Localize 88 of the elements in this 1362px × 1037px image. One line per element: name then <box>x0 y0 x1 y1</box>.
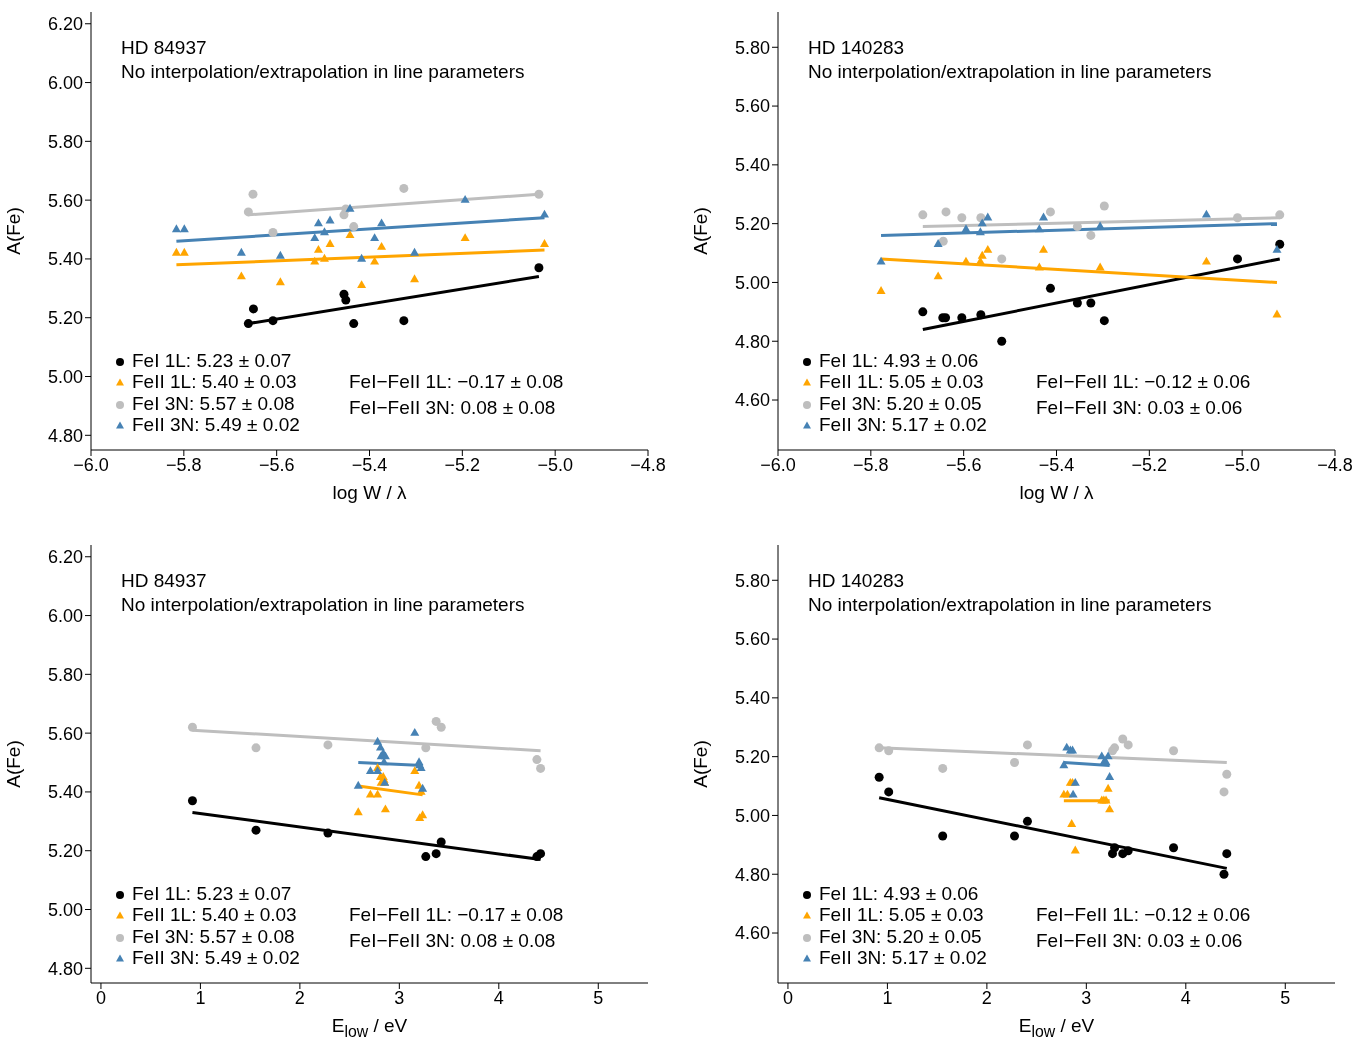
x-tick-label: 0 <box>95 987 106 1008</box>
legend-label: FeI 1L: 4.93 ± 0.06 <box>819 348 979 373</box>
y-tick-label: 6.00 <box>47 72 83 93</box>
y-tick-label: 5.20 <box>734 747 770 768</box>
y-tick-label: 5.20 <box>47 841 83 862</box>
x-axis-title: log W / λ <box>1018 481 1095 505</box>
annotation: FeI−FeII 3N: 0.03 ± 0.06 <box>1036 929 1243 953</box>
y-tick-label: 4.60 <box>734 923 770 944</box>
annotation: FeI−FeII 1L: −0.17 ± 0.08 <box>349 903 564 927</box>
y-tick-label: 5.00 <box>734 272 770 293</box>
x-axis-title: E$_{low}$ / eV <box>1017 1014 1096 1037</box>
annotation: FeI−FeII 3N: 0.08 ± 0.08 <box>349 396 556 420</box>
y-tick-label: 5.60 <box>47 723 83 744</box>
y-tick-label: 5.00 <box>734 805 770 826</box>
y-tick-label: 5.60 <box>734 629 770 650</box>
text: HD 140283 <box>808 36 905 60</box>
y-tick-label: 5.20 <box>734 214 770 235</box>
x-tick-label: 3 <box>394 987 405 1008</box>
y-tick-label: 4.60 <box>734 390 770 411</box>
x-tick-label: 5 <box>593 987 604 1008</box>
text: HD 84937 <box>121 569 207 593</box>
y-tick-label: 5.40 <box>734 155 770 176</box>
x-axis-title: E$_{low}$ / eV <box>330 1014 409 1037</box>
y-tick-label: 4.80 <box>47 425 83 446</box>
x-tick-label: −5.8 <box>166 454 202 475</box>
x-tick-label: −6.0 <box>73 454 109 475</box>
y-tick-label: 5.60 <box>47 190 83 211</box>
x-tick-label: −5.6 <box>258 454 295 475</box>
y-tick-label: 4.80 <box>734 331 770 352</box>
text: HD 140283 <box>808 569 905 593</box>
legend-label: FeI 1L: 4.93 ± 0.06 <box>819 881 979 906</box>
text: No interpolation/extrapolation in line parameters <box>808 593 1212 617</box>
annotation: FeI−FeII 1L: −0.12 ± 0.06 <box>1036 370 1251 394</box>
x-tick-label: 5 <box>1280 987 1291 1008</box>
y-tick-label: 5.80 <box>47 664 83 685</box>
y-axis-title: A(Fe) <box>689 206 712 257</box>
x-tick-label: 3 <box>1081 987 1092 1008</box>
x-tick-label: −5.0 <box>1224 454 1260 475</box>
y-axis-title: A(Fe) <box>689 739 712 790</box>
y-tick-label: 5.40 <box>47 249 83 270</box>
x-tick-label: 0 <box>782 987 793 1008</box>
text: No interpolation/extrapolation in line parameters <box>121 60 525 84</box>
y-tick-label: 6.20 <box>47 14 83 35</box>
y-tick-label: 5.80 <box>734 570 770 591</box>
legend-label: FeII 3N: 5.49 ± 0.02 <box>132 946 300 971</box>
legend-label: FeII 3N: 5.17 ± 0.02 <box>819 413 987 438</box>
y-tick-label: 5.60 <box>734 96 770 117</box>
annotation: FeI−FeII 3N: 0.03 ± 0.06 <box>1036 396 1243 420</box>
x-tick-label: 4 <box>493 987 504 1008</box>
y-axis-title: A(Fe) <box>2 739 25 790</box>
y-tick-label: 6.00 <box>47 605 83 626</box>
x-tick-label: −5.2 <box>444 454 481 475</box>
y-tick-label: 5.40 <box>47 782 83 803</box>
legend-label: FeI 1L: 5.23 ± 0.07 <box>132 348 292 373</box>
x-tick-label: 1 <box>882 987 893 1008</box>
y-tick-label: 5.00 <box>47 899 83 920</box>
x-tick-label: −5.2 <box>1131 454 1168 475</box>
x-tick-label: −5.0 <box>537 454 573 475</box>
x-tick-label: 2 <box>294 987 305 1008</box>
annotation: FeI−FeII 1L: −0.17 ± 0.08 <box>349 370 564 394</box>
x-tick-label: 4 <box>1180 987 1191 1008</box>
text: No interpolation/extrapolation in line parameters <box>121 593 525 617</box>
y-tick-label: 5.80 <box>47 131 83 152</box>
y-tick-label: 5.00 <box>47 366 83 387</box>
x-tick-label: −4.8 <box>630 454 666 475</box>
legend-label: FeII 3N: 5.49 ± 0.02 <box>132 413 300 438</box>
text: No interpolation/extrapolation in line parameters <box>808 60 1212 84</box>
y-tick-label: 4.80 <box>47 958 83 979</box>
x-tick-label: 1 <box>195 987 206 1008</box>
legend-label: FeII 3N: 5.17 ± 0.02 <box>819 946 987 971</box>
x-tick-label: −5.6 <box>945 454 982 475</box>
x-tick-label: −5.4 <box>1038 454 1075 475</box>
y-tick-label: 5.20 <box>47 308 83 329</box>
legend-label: FeI 1L: 5.23 ± 0.07 <box>132 881 292 906</box>
x-tick-label: 2 <box>981 987 992 1008</box>
y-tick-label: 4.80 <box>734 864 770 885</box>
y-axis-title: A(Fe) <box>2 206 25 257</box>
y-tick-label: 5.80 <box>734 37 770 58</box>
x-axis-title: log W / λ <box>331 481 408 505</box>
x-tick-label: −4.8 <box>1317 454 1353 475</box>
x-tick-label: −5.8 <box>853 454 889 475</box>
y-tick-label: 5.40 <box>734 688 770 709</box>
x-tick-label: −6.0 <box>760 454 796 475</box>
x-tick-label: −5.4 <box>351 454 388 475</box>
y-tick-label: 6.20 <box>47 547 83 568</box>
annotation: FeI−FeII 3N: 0.08 ± 0.08 <box>349 929 556 953</box>
annotation: FeI−FeII 1L: −0.12 ± 0.06 <box>1036 903 1251 927</box>
text: HD 84937 <box>121 36 207 60</box>
